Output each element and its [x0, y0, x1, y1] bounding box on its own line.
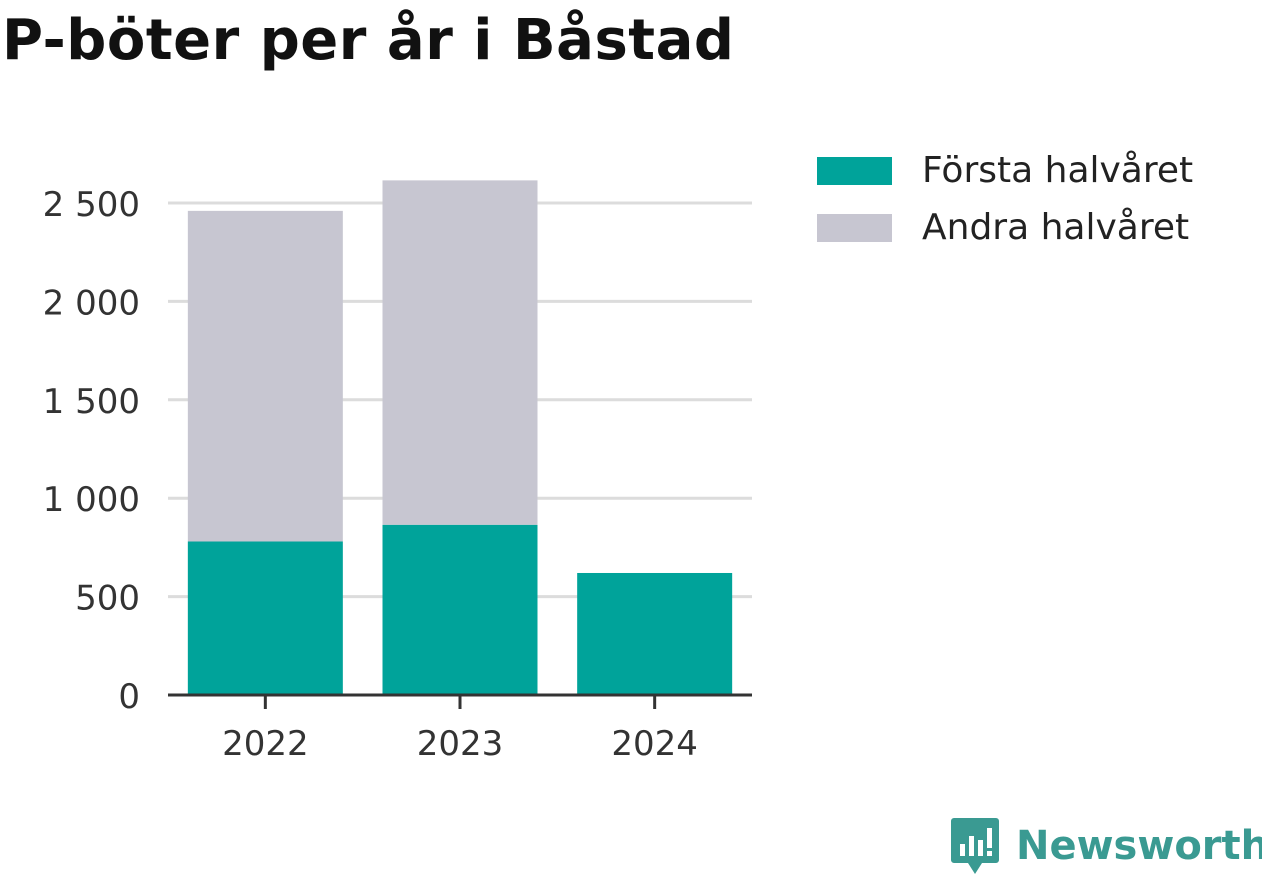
y-tick-label: 0 — [118, 677, 140, 717]
legend-item-second-half: Andra halvåret — [817, 199, 1193, 256]
bar-second-half-2022 — [187, 210, 343, 542]
bar-second-half-2023 — [382, 180, 538, 525]
legend-label-first-half: Första halvåret — [922, 150, 1194, 191]
legend-label-second-half: Andra halvåret — [922, 207, 1190, 248]
y-tick-label: 1 500 — [43, 382, 140, 422]
bar-first-half-2024 — [577, 572, 733, 695]
bar-first-half-2022 — [187, 541, 343, 695]
x-tick-label: 2022 — [222, 724, 309, 764]
newsworthy-logo-icon — [951, 818, 999, 874]
legend-swatch-second-half — [817, 213, 892, 242]
legend: Första halvåret Andra halvåret — [817, 142, 1193, 256]
legend-item-first-half: Första halvåret — [817, 142, 1193, 199]
legend-swatch-first-half — [817, 156, 892, 185]
bar-first-half-2023 — [382, 524, 538, 695]
chart-title: P-böter per år i Båstad — [2, 8, 735, 73]
y-tick-label: 2 500 — [43, 185, 140, 225]
x-tick-label: 2023 — [417, 724, 504, 764]
x-tick-label: 2024 — [611, 724, 698, 764]
y-tick-label: 1 000 — [43, 480, 140, 520]
brand-name: Newsworthy — [1016, 823, 1262, 869]
y-tick-label: 500 — [75, 579, 140, 619]
brand-logo: Newsworthy — [950, 816, 1262, 876]
y-tick-label: 2 000 — [43, 283, 140, 323]
